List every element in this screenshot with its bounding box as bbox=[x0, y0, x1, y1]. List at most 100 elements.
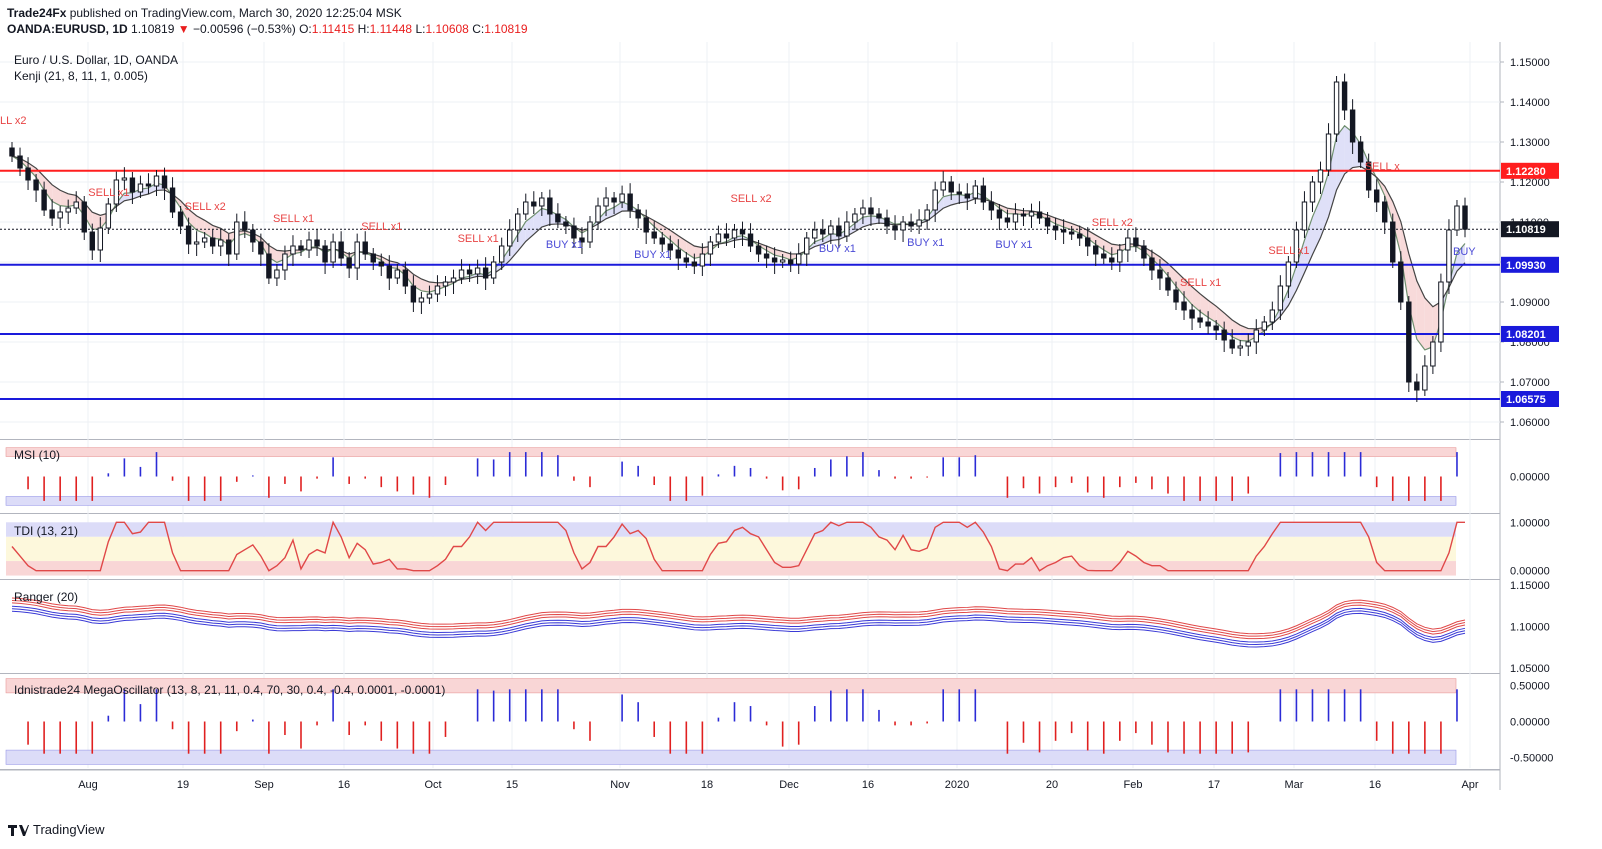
channel-fill-segment bbox=[999, 204, 1008, 214]
candle-body bbox=[1149, 257, 1155, 271]
close-value: 1.10819 bbox=[484, 22, 528, 36]
candle-body bbox=[314, 239, 320, 247]
signal-label: BUY x1 bbox=[907, 237, 944, 249]
candle-body bbox=[723, 233, 730, 239]
pane-titles: Euro / U.S. Dollar, 1D, OANDA Kenji (21, … bbox=[14, 53, 445, 697]
tdi-mid-zone bbox=[6, 536, 1456, 562]
price-tick-label: 1.13000 bbox=[1510, 137, 1550, 149]
candle-body bbox=[394, 269, 401, 279]
channel-fill-segment bbox=[501, 248, 510, 269]
channel-fill-segment bbox=[421, 278, 430, 293]
candle-body bbox=[1093, 245, 1099, 255]
msi-upper-band bbox=[5, 447, 1457, 457]
candle-body bbox=[739, 229, 746, 235]
time-tick-label: 19 bbox=[177, 779, 189, 791]
candle-body bbox=[426, 293, 433, 299]
candle-body bbox=[828, 225, 834, 235]
candle-body bbox=[1133, 237, 1139, 247]
channel-fill-segment bbox=[1151, 251, 1160, 267]
candle-body bbox=[1398, 261, 1404, 303]
candle-body bbox=[868, 207, 874, 215]
candle-body bbox=[41, 189, 47, 211]
candle-body bbox=[185, 225, 192, 245]
candle-body bbox=[362, 241, 368, 255]
indicator-pane-title: Ranger (20) bbox=[14, 590, 78, 604]
grid-lines bbox=[0, 42, 1501, 790]
channel-fill-segment bbox=[180, 200, 189, 223]
candle-body bbox=[587, 221, 593, 243]
candle-body bbox=[1325, 133, 1332, 171]
price-level-tag bbox=[1501, 162, 1559, 179]
candle-body bbox=[193, 241, 200, 245]
time-tick-label: Dec bbox=[779, 779, 799, 791]
channel-fill-segment bbox=[1392, 201, 1401, 255]
brand-name[interactable]: TradingView bbox=[33, 822, 105, 837]
channel-fill-segment bbox=[1336, 125, 1345, 190]
indicator-pane-title: Idnistrade24 MegaOscillator (13, 8, 21, … bbox=[14, 683, 445, 697]
tdi-tick-label: 1.00000 bbox=[1510, 517, 1550, 529]
channel-fill-segment bbox=[1232, 319, 1241, 341]
candle-body bbox=[218, 239, 224, 247]
candle-body bbox=[1317, 169, 1324, 183]
mega-tick-label: 0.00000 bbox=[1510, 717, 1550, 729]
candle-body bbox=[1036, 211, 1043, 219]
candle-body bbox=[940, 181, 946, 191]
footer: TradingView bbox=[7, 822, 105, 837]
price-tick-label: 1.14000 bbox=[1510, 97, 1550, 109]
channel-fill-segment bbox=[124, 192, 133, 201]
low-label: L: bbox=[415, 22, 426, 36]
channel-fill-segment bbox=[862, 215, 871, 227]
candle-body bbox=[715, 233, 722, 243]
time-tick-label: 16 bbox=[1369, 779, 1381, 791]
candle-body bbox=[57, 211, 63, 219]
candle-body bbox=[450, 277, 457, 283]
candle-body bbox=[635, 209, 641, 219]
signal-label: BUY x1 bbox=[634, 249, 671, 261]
tradingview-logo-icon bbox=[8, 824, 29, 836]
tdi-upper-zone bbox=[6, 522, 1456, 537]
candle-body bbox=[795, 253, 802, 265]
candle-body bbox=[1189, 309, 1195, 319]
candle-body bbox=[651, 231, 657, 239]
candle-body bbox=[900, 221, 906, 231]
candle-body bbox=[145, 183, 152, 187]
signal-label: SELL x2 bbox=[1092, 217, 1133, 229]
candle-body bbox=[354, 241, 360, 269]
candle-body bbox=[844, 221, 850, 237]
ranger-tick-label: 1.05000 bbox=[1510, 663, 1550, 675]
ranger-band bbox=[11, 602, 1466, 640]
channel-fill-segment bbox=[654, 220, 663, 234]
candle-body bbox=[1293, 229, 1300, 263]
candle-body bbox=[1028, 211, 1035, 217]
ranger-tick-label: 1.10000 bbox=[1510, 622, 1550, 634]
candle-body bbox=[410, 285, 417, 303]
high-value: 1.11448 bbox=[369, 22, 413, 36]
candle-body bbox=[121, 177, 128, 181]
candle-body bbox=[490, 261, 497, 279]
time-tick-label: Feb bbox=[1124, 779, 1143, 791]
mega-upper-band bbox=[5, 678, 1457, 694]
candle-body bbox=[852, 213, 858, 223]
candle-body bbox=[860, 207, 866, 215]
price-axes: 1.060001.070001.080001.090001.100001.110… bbox=[1500, 57, 1559, 764]
candle-body bbox=[779, 259, 786, 263]
symbol-label: OANDA:EURUSD, 1D bbox=[7, 22, 128, 36]
candle-body bbox=[515, 213, 521, 231]
time-tick-label: 18 bbox=[701, 779, 713, 791]
time-tick-label: Oct bbox=[424, 779, 441, 791]
signal-label: LL x2 bbox=[0, 115, 27, 127]
price-level-label: 1.09930 bbox=[1506, 260, 1546, 272]
candle-body bbox=[1454, 205, 1460, 231]
candle-body bbox=[948, 181, 954, 193]
channel-fill-segment bbox=[509, 234, 518, 261]
candle-body bbox=[258, 241, 264, 255]
publisher-name[interactable]: Trade24Fx bbox=[7, 6, 67, 20]
candle-body bbox=[498, 245, 505, 263]
price-tick-label: 1.12000 bbox=[1510, 177, 1550, 189]
candle-body bbox=[370, 253, 376, 263]
candle-body bbox=[1197, 317, 1203, 323]
price-level-label: 1.06575 bbox=[1506, 394, 1546, 406]
candle-body bbox=[322, 245, 328, 263]
candle-body bbox=[402, 269, 409, 287]
